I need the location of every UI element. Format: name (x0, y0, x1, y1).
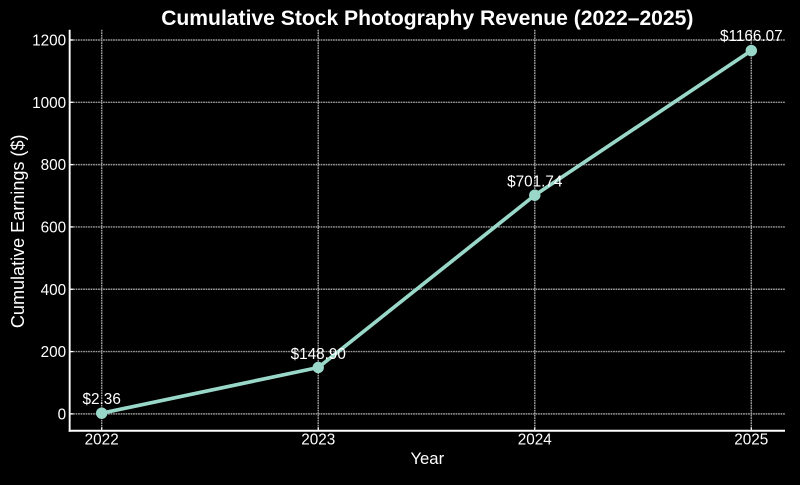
svg-text:$148.90: $148.90 (291, 346, 346, 363)
svg-text:$701.74: $701.74 (507, 174, 563, 191)
svg-text:2023: 2023 (301, 431, 335, 448)
svg-text:Cumulative Earnings ($): Cumulative Earnings ($) (8, 135, 28, 329)
svg-text:Year: Year (410, 449, 444, 468)
svg-text:800: 800 (41, 157, 67, 174)
svg-text:$2.36: $2.36 (83, 391, 121, 408)
svg-text:2024: 2024 (518, 431, 553, 448)
svg-text:Cumulative Stock Photography R: Cumulative Stock Photography Revenue (20… (161, 7, 693, 30)
svg-text:0: 0 (58, 406, 67, 423)
svg-text:400: 400 (41, 282, 67, 299)
svg-text:200: 200 (41, 344, 67, 361)
svg-text:600: 600 (41, 219, 67, 236)
svg-text:1000: 1000 (32, 95, 66, 112)
svg-text:2025: 2025 (734, 431, 768, 448)
svg-text:$1166.07: $1166.07 (720, 28, 783, 45)
svg-text:2022: 2022 (85, 431, 119, 448)
svg-text:1200: 1200 (32, 33, 66, 50)
